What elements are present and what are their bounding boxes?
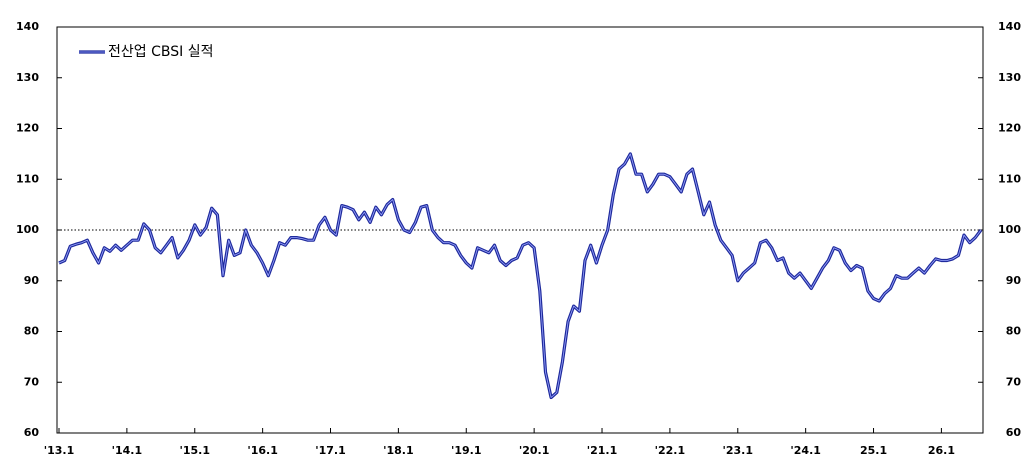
x-tick-label: '22.1 bbox=[655, 444, 686, 457]
x-tick-label: '15.1 bbox=[179, 444, 210, 457]
y2-tick-label: 110 bbox=[998, 172, 1021, 185]
y2-tick-label: 140 bbox=[998, 20, 1021, 33]
x-tick-label: '14.1 bbox=[112, 444, 143, 457]
y2-tick-label: 80 bbox=[1006, 325, 1022, 338]
y-tick-label: 120 bbox=[16, 122, 39, 135]
y2-tick-label: 90 bbox=[1006, 274, 1022, 287]
y2-tick-label: 100 bbox=[998, 223, 1021, 236]
x-tick-label: '18.1 bbox=[383, 444, 414, 457]
y-tick-label: 70 bbox=[24, 375, 40, 388]
y-tick-label: 80 bbox=[24, 325, 40, 338]
x-tick-label: 25.1 bbox=[860, 444, 887, 457]
series-line-inner bbox=[58, 153, 982, 398]
y2-tick-label: 70 bbox=[1006, 375, 1022, 388]
y2-tick-label: 120 bbox=[998, 122, 1021, 135]
x-tick-label: '23.1 bbox=[723, 444, 754, 457]
x-tick-label: '13.1 bbox=[44, 444, 75, 457]
x-tick-label: '19.1 bbox=[451, 444, 482, 457]
x-tick-label: '16.1 bbox=[247, 444, 278, 457]
x-tick-label: '20.1 bbox=[519, 444, 550, 457]
x-tick-label: '17.1 bbox=[315, 444, 346, 457]
y-tick-label: 130 bbox=[16, 71, 39, 84]
y-tick-label: 140 bbox=[16, 20, 39, 33]
y2-tick-label: 60 bbox=[1006, 426, 1022, 439]
legend-label: 전산업 CBSI 실적 bbox=[108, 44, 213, 60]
x-tick-label: '21.1 bbox=[587, 444, 618, 457]
y-tick-label: 60 bbox=[24, 426, 40, 439]
x-tick-label: '24.1 bbox=[790, 444, 821, 457]
y-tick-label: 90 bbox=[24, 274, 40, 287]
series-line bbox=[58, 152, 983, 400]
y-tick-label: 110 bbox=[16, 172, 39, 185]
y2-tick-label: 130 bbox=[998, 71, 1021, 84]
y-tick-label: 100 bbox=[16, 223, 39, 236]
x-tick-label: 26.1 bbox=[928, 444, 955, 457]
